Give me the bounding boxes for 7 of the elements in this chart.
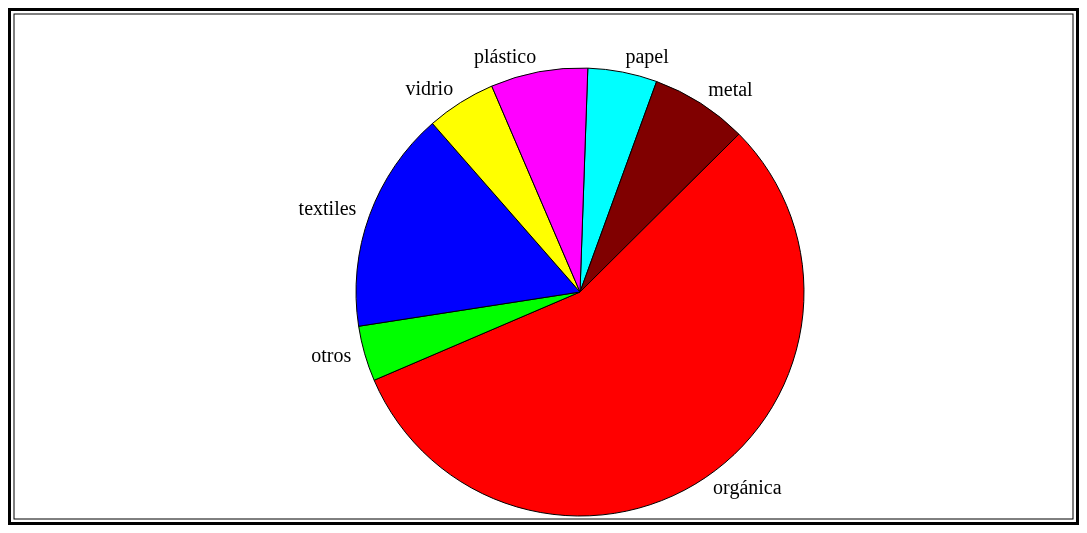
slice-label: vidrio — [405, 77, 454, 100]
slice-label: otros — [311, 344, 352, 367]
slice-label: metal — [708, 78, 754, 101]
slice-label: plástico — [474, 44, 537, 68]
slice-label: textiles — [298, 197, 357, 220]
slice-label: orgánica — [713, 475, 782, 499]
slice-label: papel — [625, 44, 670, 68]
